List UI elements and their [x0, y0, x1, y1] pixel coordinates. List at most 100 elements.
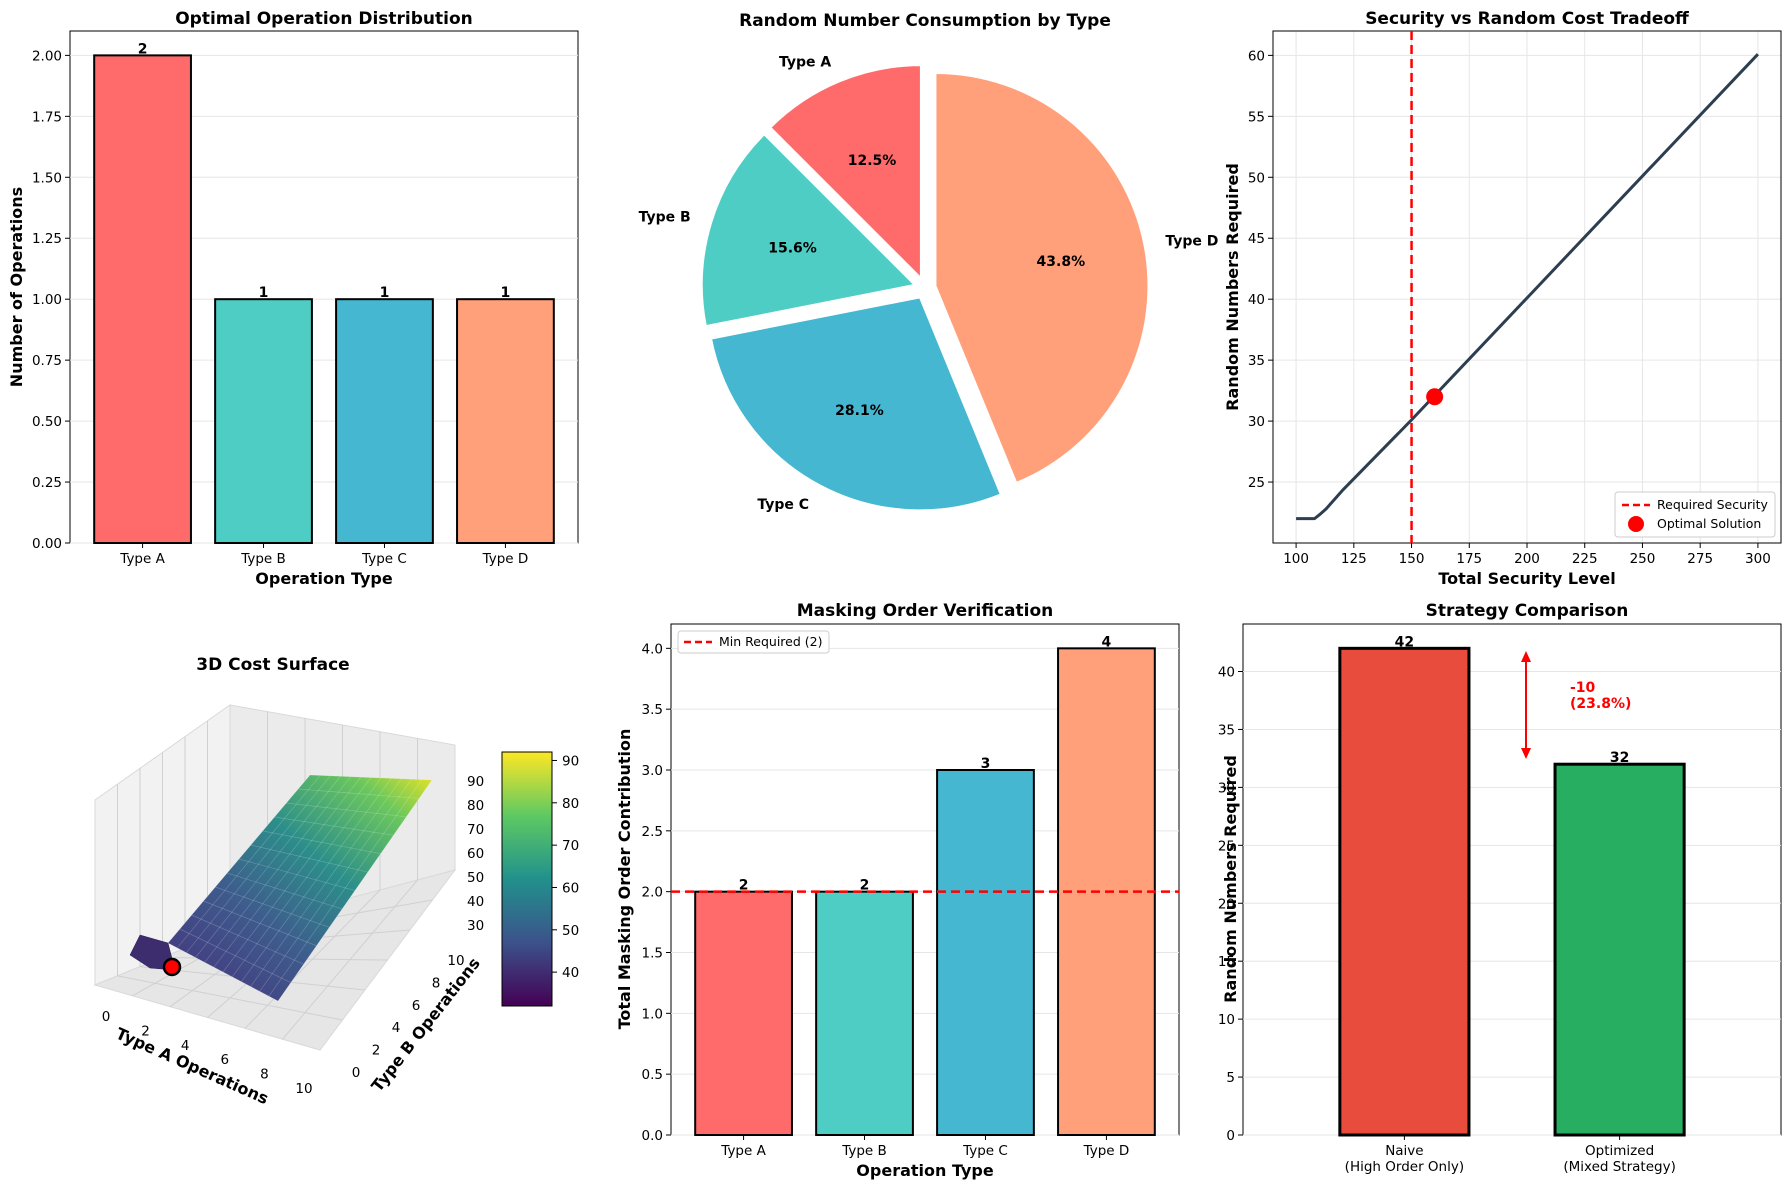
x-tick-label: Type B [240, 551, 286, 567]
surface-mesh-line [241, 778, 392, 982]
panel-3d-cost-surface: 3D Cost Surface 024681002468103040506070… [93, 655, 579, 1108]
chart-title: Random Number Consumption by Type [739, 11, 1111, 31]
legend-optimal-solution-label: Optimal Solution [1657, 516, 1761, 531]
x-tick-label: 8 [260, 1067, 269, 1083]
surface-mesh-line [179, 928, 291, 983]
pie-slice-type-c [709, 296, 1003, 512]
y-tick-label: 1.75 [32, 109, 62, 125]
surface-mesh-line [204, 776, 351, 963]
surface-mesh-line [268, 779, 423, 997]
bar-naive [1338, 646, 1471, 1137]
y-tick-label: 40 [1218, 665, 1235, 681]
y-tick-label: 0.50 [32, 414, 62, 430]
surface-mesh-line [222, 777, 372, 973]
surface-mesh-line [262, 830, 381, 855]
pie-slice-type-b [700, 132, 917, 328]
difference-percent: (23.8%) [1570, 696, 1631, 712]
y-tick-label: 25 [1248, 475, 1265, 491]
x-tick-label: Type C [361, 551, 407, 567]
legend-box [1614, 491, 1776, 538]
y-tick-label: 2.0 [642, 885, 663, 901]
surface-mesh-line [191, 914, 304, 965]
y-tick-label: 1.25 [32, 231, 62, 247]
pie-slice-type-d [934, 71, 1150, 485]
chart-title: Optimal Operation Distribution [175, 9, 473, 29]
bar-optimized [1553, 762, 1686, 1137]
colorbar-tick-label: 80 [562, 796, 579, 812]
x-axis-label: Type A Operations [113, 1024, 271, 1108]
surface-mesh-line [259, 778, 412, 992]
bar-type-b [815, 890, 914, 1137]
x-tick-label: Type A [119, 551, 165, 567]
y-tick-label: 0.25 [32, 475, 62, 491]
y-tick-label: 10 [447, 953, 464, 969]
surface-mesh-line [176, 775, 321, 949]
x-tick-label: 125 [1341, 551, 1367, 567]
panel-operation-distribution: 0.00 0.25 0.50 0.75 1.00 1.25 1.50 1.75 2.00 Typ… [7, 9, 579, 588]
chart-title: 3D Cost Surface [196, 655, 349, 675]
x-tick-label: Optimized [1585, 1143, 1654, 1159]
value-label-type-d: 1 [501, 285, 511, 301]
y-tick-label: 35 [1248, 353, 1265, 369]
y-tick-label: 45 [1248, 231, 1265, 247]
y-tick-label: 2 [372, 1043, 381, 1059]
z-tick-label: 60 [467, 846, 484, 862]
x-tick-label: Type D [1083, 1143, 1130, 1159]
surface-mesh-line [238, 858, 356, 891]
colorbar-tick-label: 60 [562, 880, 579, 896]
pct-label-type-b: 15.6% [768, 241, 817, 257]
legend-box [677, 630, 830, 654]
chart-title: Security vs Random Cost Tradeoff [1365, 9, 1689, 29]
y-tick-label: 50 [1248, 170, 1265, 186]
colorbar-tick-label: 90 [562, 753, 579, 769]
x-tick-label: Type C [962, 1143, 1008, 1159]
value-label-type-b: 1 [259, 285, 269, 301]
colorbar-tick-label: 50 [562, 923, 579, 939]
x-tick-label: 200 [1514, 551, 1540, 567]
x-tick-label: Type D [482, 551, 529, 567]
y-axis-label: Number of Operations [7, 187, 26, 387]
chart-title: Strategy Comparison [1426, 601, 1629, 621]
y-tick-label: 1.5 [642, 946, 663, 962]
bar-type-c [335, 298, 434, 545]
chart-title: Masking Order Verification [797, 601, 1054, 621]
z-tick-label: 40 [467, 894, 484, 910]
x-tick-label: Type B [841, 1143, 887, 1159]
legend-optimal-solution-swatch [1628, 516, 1644, 532]
difference-value: -10 [1570, 680, 1596, 696]
x-tick-label: 150 [1399, 551, 1425, 567]
x-tick-label: (High Order Only) [1345, 1159, 1464, 1175]
difference-arrow-head-down [1521, 748, 1531, 759]
difference-arrow-head-up [1521, 651, 1531, 662]
cost-surface [167, 774, 433, 1002]
surface-mesh-line [215, 886, 330, 928]
value-label-type-c: 1 [380, 285, 390, 301]
y-tick-label: 0.00 [32, 536, 62, 552]
y-tick-label: 60 [1248, 48, 1265, 64]
colorbar-tick-label: 70 [562, 838, 579, 854]
y-tick-label: 1.00 [32, 292, 62, 308]
surface-mesh-line [274, 816, 394, 836]
x-tick-label: 6 [221, 1052, 230, 1068]
x-tick-label: (Mixed Strategy) [1563, 1159, 1676, 1175]
surface-dip [129, 934, 176, 971]
y-axis-label: Total Masking Order Contribution [615, 729, 634, 1030]
x-tick-label: 300 [1745, 551, 1771, 567]
x-axis-label: Operation Type [856, 1161, 994, 1180]
z-tick-label: 50 [467, 870, 484, 886]
slice-label-type-b: Type B [639, 210, 691, 226]
surface-mesh-line [203, 900, 317, 947]
pct-label-type-d: 43.8% [1037, 254, 1086, 270]
x-tick-label: 10 [295, 1081, 312, 1097]
plot-frame [1242, 623, 1782, 1136]
y-tick-label: 55 [1248, 109, 1265, 125]
value-label-type-a: 2 [739, 878, 749, 894]
y-tick-label: 6 [412, 998, 421, 1014]
surface-mesh-line [213, 776, 362, 968]
y-tick-label: 2.5 [642, 824, 663, 840]
x-tick-label: 275 [1687, 551, 1713, 567]
y-tick-label: 30 [1248, 414, 1265, 430]
surface-mesh-line [286, 802, 407, 818]
y-tick-label: 0.75 [32, 353, 62, 369]
